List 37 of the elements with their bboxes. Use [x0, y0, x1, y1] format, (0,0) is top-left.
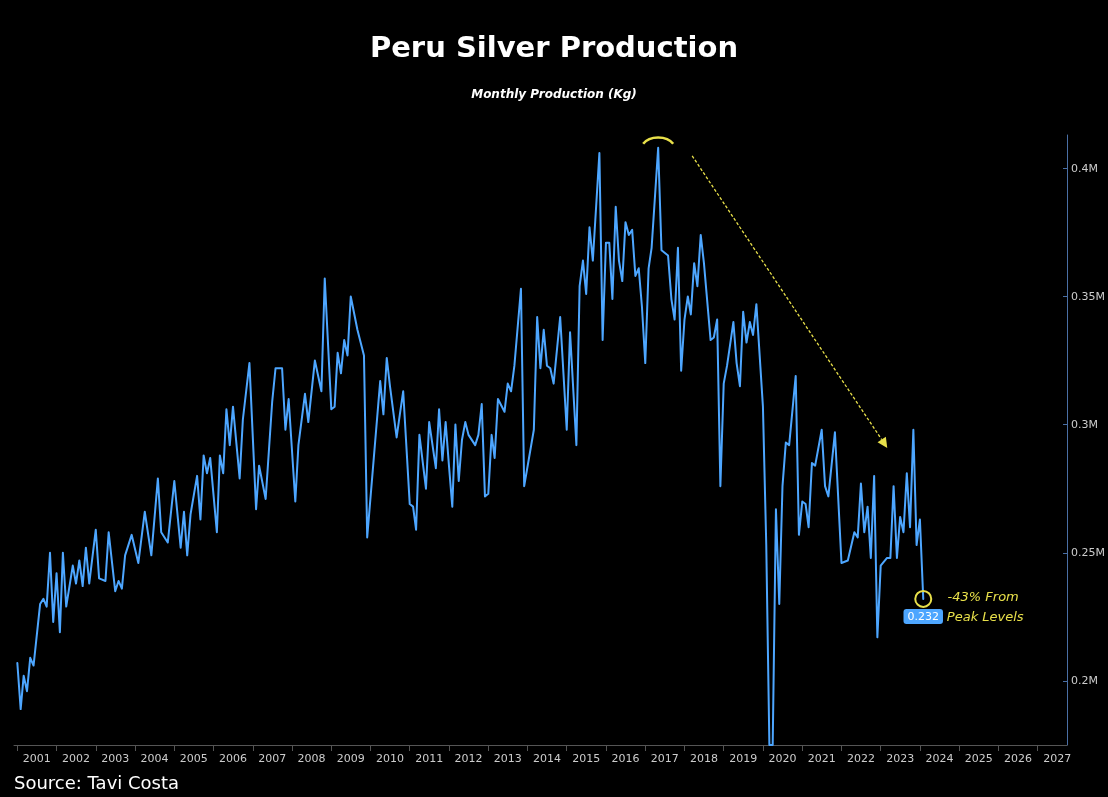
chart-title: Peru Silver Production [369, 29, 739, 64]
y-tick-label: 0.35M [1071, 289, 1105, 303]
x-tick-label: 2009 [336, 752, 365, 765]
x-tick-label: 2001 [22, 752, 51, 765]
data-label: 0.232 [907, 609, 939, 623]
x-tick-label: 2021 [807, 752, 836, 765]
chart-subtitle: Monthly Production (Kg) [471, 87, 637, 101]
annotation: -43% From Peak Levels [946, 589, 1024, 625]
x-tick-label: 2006 [218, 752, 247, 765]
x-tick-label: 2015 [572, 752, 601, 765]
y-tick-label: 0.25M [1071, 546, 1105, 560]
x-tick-label: 2011 [415, 752, 444, 765]
x-tick-label: 2003 [101, 752, 130, 765]
x-tick-label: 2012 [454, 752, 483, 765]
x-tick-label: 2005 [179, 752, 208, 765]
y-tick-label: 0.3M [1071, 418, 1098, 432]
x-tick-label: 2016 [611, 752, 640, 765]
y-tick-label: 0.2M [1071, 674, 1098, 688]
x-tick-label: 2014 [532, 752, 561, 765]
x-tick-label: 2023 [886, 752, 915, 765]
x-tick-label: 2026 [1003, 752, 1032, 765]
x-tick-label: 2010 [375, 752, 404, 765]
y-tick-label: 0.4M [1071, 161, 1098, 175]
x-tick-label: 2004 [140, 752, 169, 765]
x-tick-label: 2024 [925, 752, 954, 765]
x-tick-label: 2025 [964, 752, 993, 765]
x-tick-label: 2008 [297, 752, 326, 765]
x-tick-label: 2027 [1043, 752, 1072, 765]
x-tick-label: 2020 [768, 752, 797, 765]
x-tick-label: 2019 [729, 752, 758, 765]
x-tick-label: 2017 [650, 752, 679, 765]
x-tick-label: 2013 [493, 752, 522, 765]
x-tick-label: 2002 [62, 752, 90, 765]
source-note: Source: Tavi Costa [14, 771, 180, 793]
x-tick-label: 2018 [689, 752, 718, 765]
x-tick-label: 2007 [258, 752, 287, 765]
x-tick-label: 2022 [846, 752, 875, 765]
